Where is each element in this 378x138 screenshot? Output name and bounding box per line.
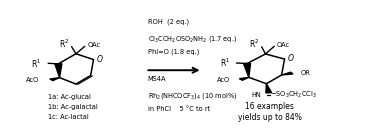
Text: ROH  (2 eq.): ROH (2 eq.) <box>148 19 189 25</box>
Text: PhI=O (1.8 eq.): PhI=O (1.8 eq.) <box>148 48 199 55</box>
Polygon shape <box>55 64 62 78</box>
Text: AcO: AcO <box>26 77 40 83</box>
Text: 1a: Ac-glucal: 1a: Ac-glucal <box>48 94 91 100</box>
Text: Rh$_2$(NHCOCF$_3$)$_4$ (10 mol%): Rh$_2$(NHCOCF$_3$)$_4$ (10 mol%) <box>148 91 237 101</box>
Text: R$^2$: R$^2$ <box>59 37 70 50</box>
Text: R$^2$: R$^2$ <box>249 38 260 50</box>
Text: AcO: AcO <box>217 77 230 83</box>
Text: yields up to 84%: yields up to 84% <box>238 113 302 122</box>
Text: HN: HN <box>252 92 262 98</box>
Text: $-$SO$_3$CH$_2$CCl$_3$: $-$SO$_3$CH$_2$CCl$_3$ <box>270 90 317 100</box>
Polygon shape <box>50 78 60 81</box>
Text: OAc: OAc <box>88 42 101 48</box>
Text: OR: OR <box>301 70 310 76</box>
Text: R$^1$: R$^1$ <box>31 57 41 70</box>
Text: Cl$_3$CCH$_2$OSO$_2$NH$_2$ (1.7 eq.): Cl$_3$CCH$_2$OSO$_2$NH$_2$ (1.7 eq.) <box>148 34 237 44</box>
Polygon shape <box>282 72 293 75</box>
Text: OAc: OAc <box>277 42 290 48</box>
Polygon shape <box>243 63 251 77</box>
Text: O: O <box>288 54 294 63</box>
Text: R$^1$: R$^1$ <box>220 57 230 69</box>
Text: in PhCl    5 °C to rt: in PhCl 5 °C to rt <box>148 106 210 112</box>
Polygon shape <box>266 84 272 93</box>
Text: MS4A: MS4A <box>148 76 166 82</box>
Text: 16 examples: 16 examples <box>245 102 294 111</box>
Text: 1c: Ac-lactal: 1c: Ac-lactal <box>48 114 88 120</box>
Text: O: O <box>97 55 103 64</box>
Polygon shape <box>239 77 249 80</box>
Text: 1b: Ac-galactal: 1b: Ac-galactal <box>48 104 98 110</box>
